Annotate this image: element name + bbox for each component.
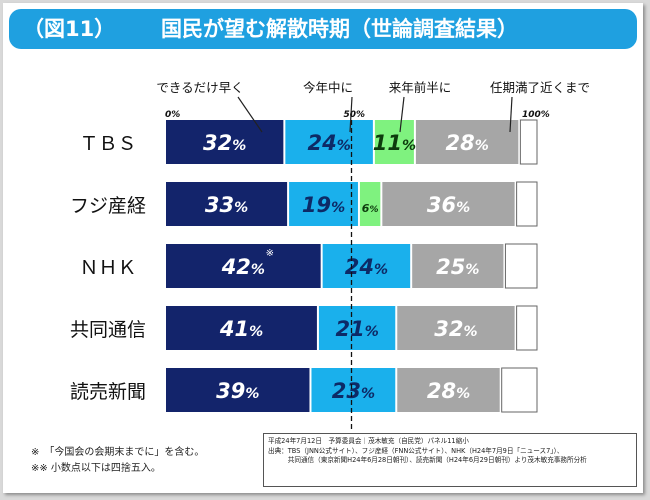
- source-line-2: 出典：TBS（JNN公式サイト）、フジ産経（FNN公式サイト）、NHK（H24年…: [268, 446, 564, 455]
- category-label: 共同通信: [70, 319, 146, 341]
- data-label: 11%: [373, 131, 416, 155]
- bar-segment: [519, 119, 538, 165]
- data-label: 6%: [362, 202, 379, 215]
- data-label: 28%: [445, 131, 488, 155]
- bar-segment: [516, 181, 538, 227]
- data-label: 32%: [203, 131, 246, 155]
- legend-label: 任期満了近くまで: [490, 80, 590, 95]
- data-label: 28%: [427, 379, 470, 403]
- bar-segment: [415, 120, 519, 164]
- figure-number: （図11）: [23, 17, 116, 41]
- data-label: 33%: [205, 193, 248, 217]
- footnote-1: ※ 「今国会の会期末までに」を含む。: [31, 447, 205, 458]
- data-label: 41%: [219, 317, 263, 341]
- source-line-3: 共同通信（東京新聞H24年6月28日朝刊）、読売新聞（H24年6月29日朝刊）よ…: [268, 456, 587, 465]
- bar-segment: [397, 306, 515, 350]
- category-label: フジ産経: [70, 195, 146, 217]
- annotation-mark: ※: [266, 248, 274, 259]
- category-label: ＮＨＫ: [79, 257, 136, 279]
- category-label: ＴＢＳ: [79, 133, 136, 155]
- source-note: 平成24年7月12日 予算委員会｜茂木敏充（自民党）パネル11縮小 出典：TBS…: [263, 433, 637, 487]
- data-label: 23%: [332, 379, 375, 403]
- data-label: 24%: [307, 131, 350, 155]
- axis-tick-label: 0%: [165, 110, 180, 120]
- data-label: 36%: [427, 193, 470, 217]
- legend-pointer: [349, 96, 353, 133]
- footnote-2: ※※ 小数点以下は四捨五入。: [31, 463, 161, 474]
- data-label: 25%: [436, 255, 479, 279]
- chart-title: 国民が望む解散時期（世論調査結果）: [161, 17, 518, 41]
- category-label: 読売新聞: [70, 381, 146, 403]
- data-label: 32%: [434, 317, 477, 341]
- bar-segment: [359, 182, 381, 226]
- data-label: 42%: [221, 255, 265, 279]
- bar-segment: [516, 305, 538, 351]
- bar-segment: [166, 368, 310, 412]
- legend-label: 今年中に: [303, 80, 353, 95]
- legend-pointer: [509, 96, 513, 133]
- bar-segment: [382, 182, 515, 226]
- legend-label: 来年前半に: [389, 80, 452, 95]
- bar-segment: [285, 120, 373, 164]
- bar-segment: [311, 368, 396, 412]
- data-label: 19%: [302, 193, 345, 217]
- bar-segment: [166, 306, 317, 350]
- title-bar: （図11） 国民が望む解散時期（世論調査結果）: [9, 9, 637, 49]
- legend-pointer: [399, 96, 405, 133]
- bar-segment: [289, 182, 358, 226]
- bar-segment: [322, 244, 411, 288]
- bar-segment: [501, 367, 538, 413]
- legend-label: できるだけ早く: [156, 80, 243, 95]
- axis-tick-label: 100%: [522, 110, 550, 120]
- bar-segment: [318, 306, 396, 350]
- bar-segment: [412, 244, 504, 288]
- source-line-1: 平成24年7月12日 予算委員会｜茂木敏充（自民党）パネル11縮小: [268, 437, 469, 445]
- data-label: 21%: [335, 317, 378, 341]
- data-label: 39%: [216, 379, 259, 403]
- bar-segment: [166, 182, 288, 226]
- bar-segment: [374, 120, 414, 164]
- data-label: 24%: [345, 255, 388, 279]
- bar-segment: [166, 244, 321, 288]
- bar-segment: [504, 243, 538, 289]
- bar-segment: [166, 120, 284, 164]
- axis-tick-label: 50%: [344, 110, 366, 120]
- legend-pointer: [237, 96, 263, 133]
- bar-segment: [397, 368, 500, 412]
